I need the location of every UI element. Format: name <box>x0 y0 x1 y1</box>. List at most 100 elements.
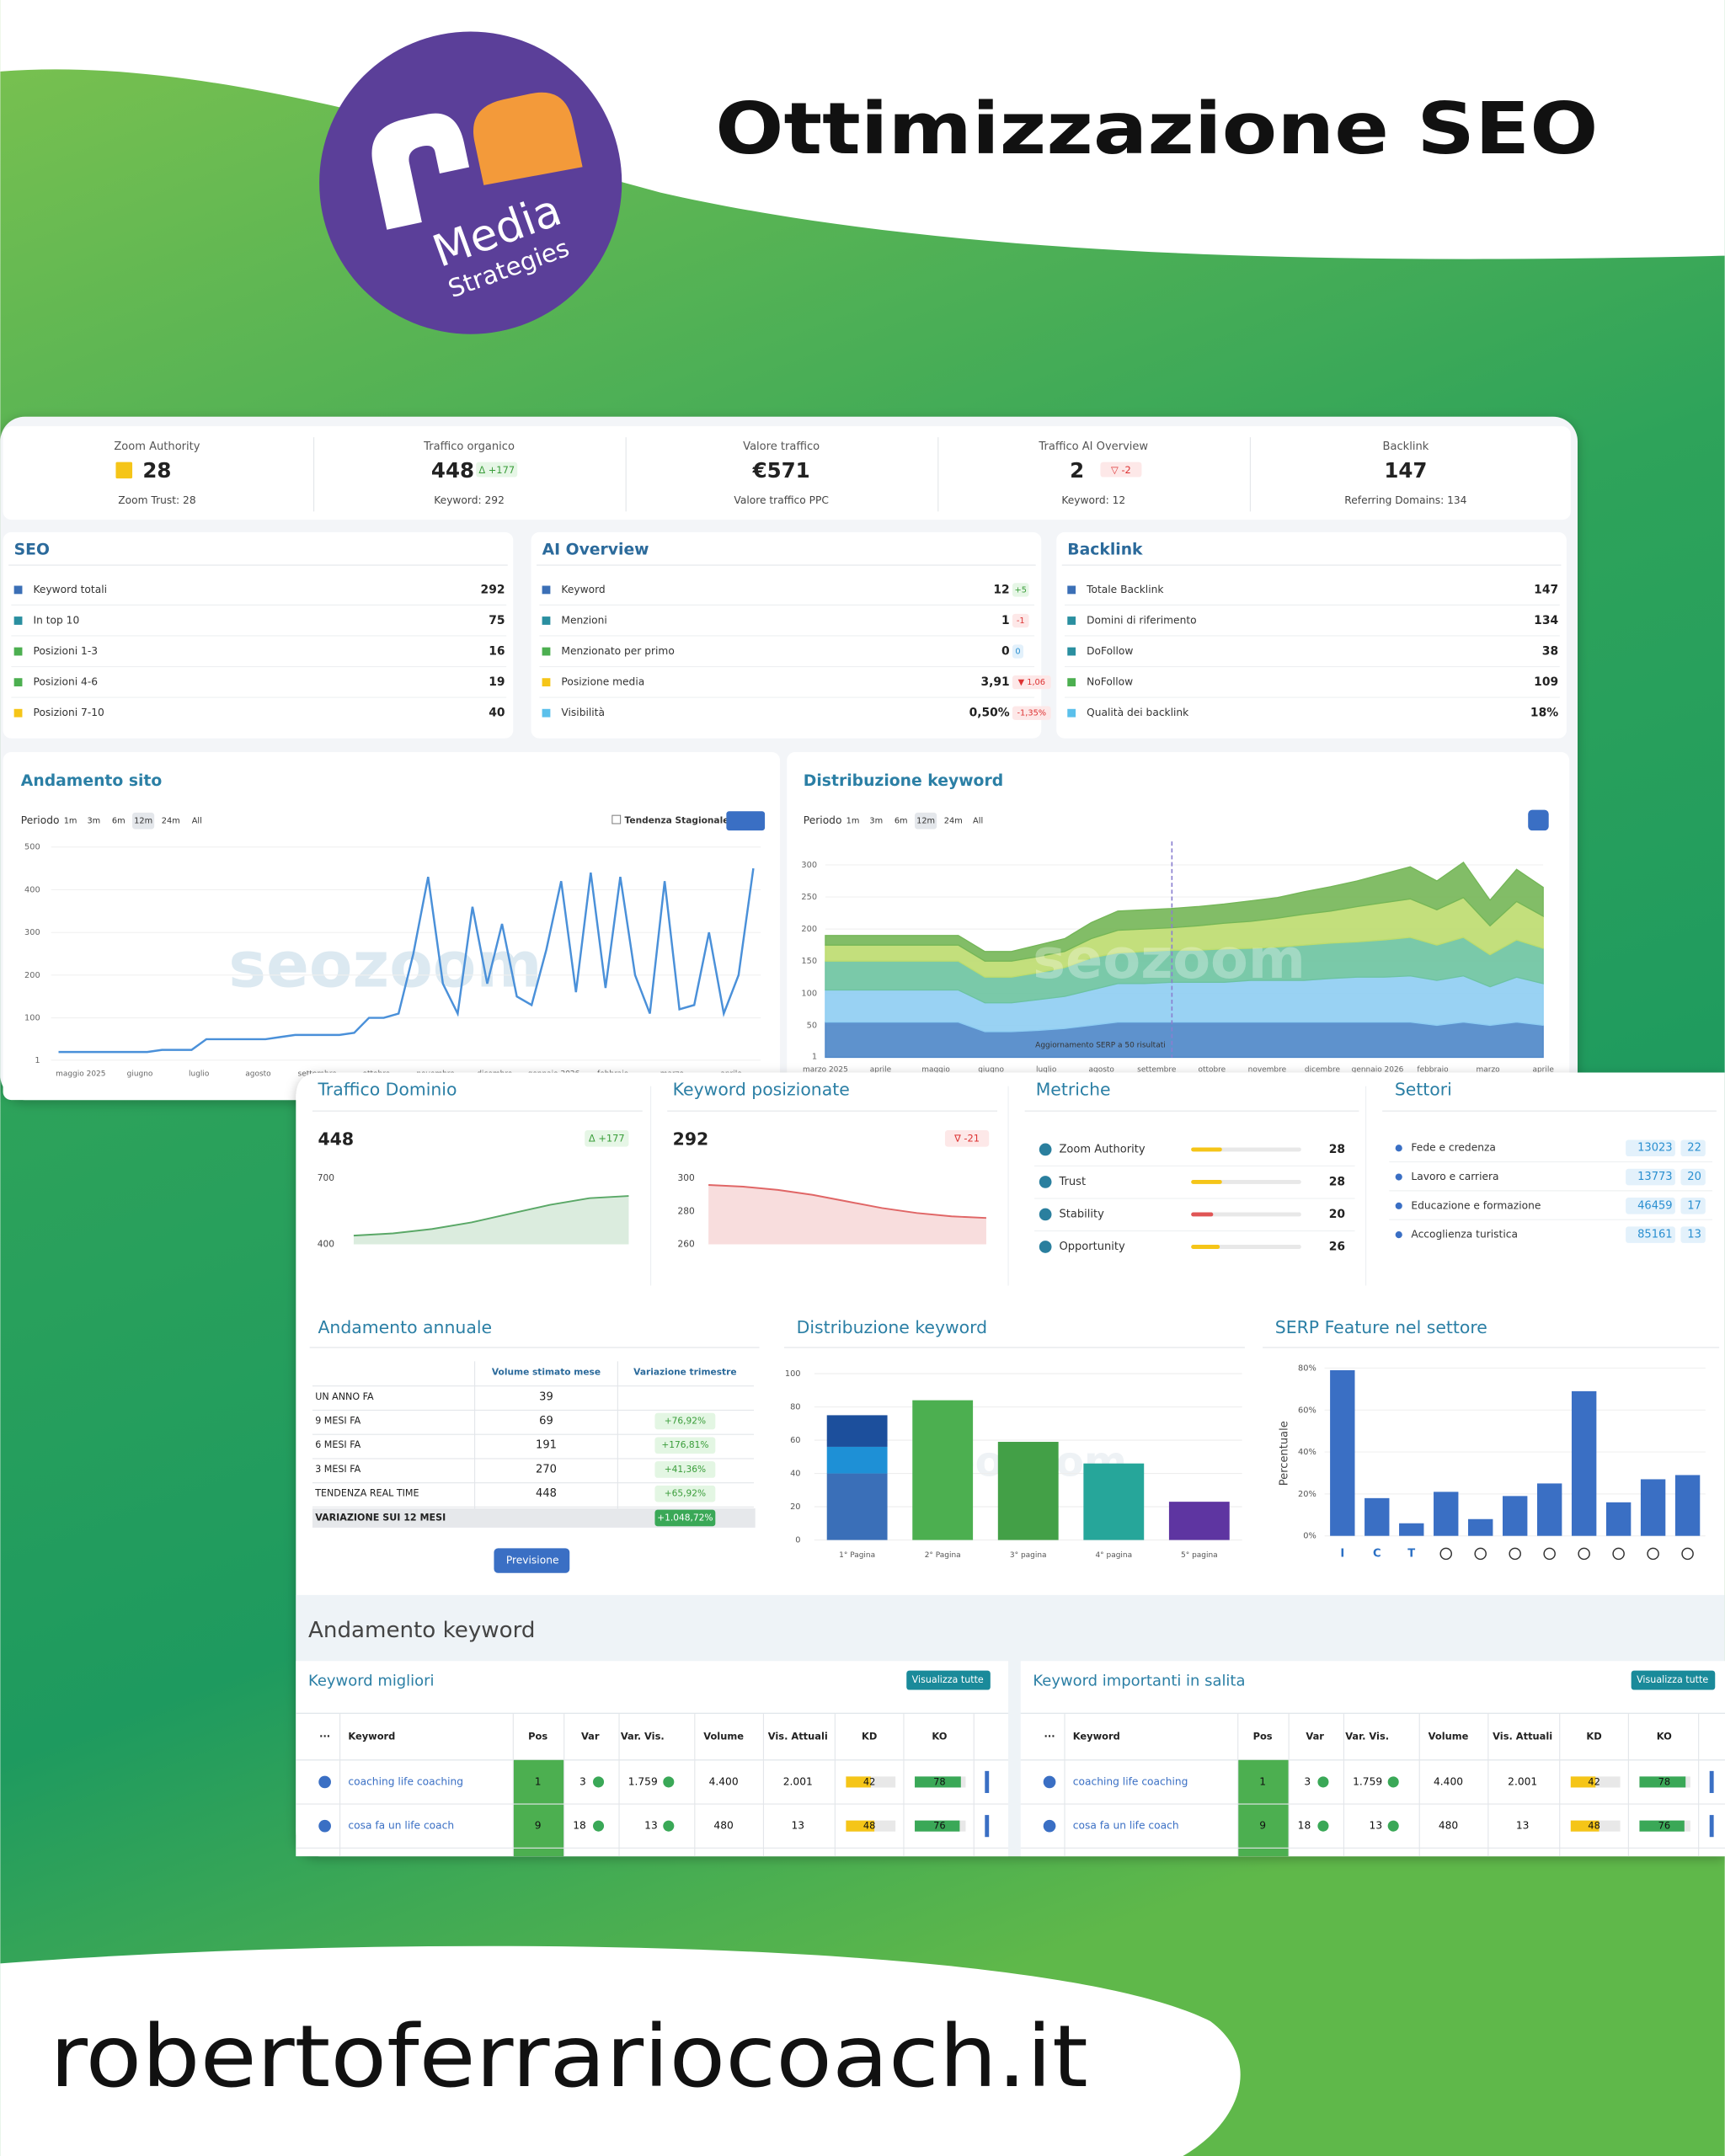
cell: 76 <box>1658 1820 1671 1832</box>
y-tick-label: 20% <box>1298 1490 1316 1499</box>
y-tick-label: 1 <box>812 1053 817 1062</box>
feature-icon <box>1578 1547 1590 1561</box>
annual-label: TENDENZA REAL TIME <box>314 1488 419 1499</box>
scroll-bar <box>985 1770 990 1793</box>
pos-cell <box>513 1759 564 1857</box>
annual-variation: +41,36% <box>665 1464 706 1475</box>
cell: 76 <box>933 1820 946 1832</box>
cell: 1.759 <box>628 1775 658 1787</box>
x-tick-label: maggio 2025 <box>56 1070 105 1079</box>
cell: 1 <box>535 1775 542 1787</box>
kpi-value: €571 <box>752 458 810 483</box>
kd-bar <box>846 1776 871 1788</box>
bullet <box>13 647 23 656</box>
x-tick-label: 5° pagina <box>1181 1551 1218 1560</box>
kpi-label: Zoom Authority <box>114 440 200 453</box>
delta-badge <box>1012 675 1051 690</box>
bullet <box>13 616 23 625</box>
x-tick-label: I <box>1340 1547 1344 1560</box>
annual-variation: +65,92% <box>665 1488 706 1499</box>
area-series <box>825 1021 1544 1059</box>
kpi-value: 147 <box>1384 458 1427 483</box>
x-tick-label: agosto <box>245 1070 270 1079</box>
y-tick-label: 700 <box>318 1172 335 1183</box>
period-button: 3m <box>87 817 100 826</box>
period-button: 6m <box>112 817 126 826</box>
annual-variation: +176,81% <box>661 1439 708 1450</box>
variation-badge <box>654 1485 716 1502</box>
x-tick-label: ottobre <box>1198 1066 1226 1075</box>
y-tick-label: 60% <box>1298 1406 1316 1415</box>
expand-icon[interactable] <box>318 1819 331 1833</box>
y-tick-label: 0% <box>1303 1532 1316 1541</box>
row-value: 40 <box>489 707 505 720</box>
section-title: Distribuzione keyword <box>797 1317 988 1337</box>
annual-volume: 69 <box>539 1415 553 1428</box>
cell: 2.001 <box>783 1775 813 1787</box>
area-line <box>353 1195 629 1237</box>
button <box>906 1670 991 1690</box>
cell: 4.400 <box>1434 1775 1463 1787</box>
feature-icon <box>1612 1547 1625 1561</box>
metric-bar <box>1191 1147 1222 1152</box>
kpi-label: Valore traffico <box>743 440 820 453</box>
bullet <box>542 616 551 625</box>
cell: 42 <box>1588 1775 1600 1787</box>
column-header: KD <box>862 1731 877 1742</box>
expand-icon[interactable] <box>318 1775 331 1789</box>
cell: 13 <box>791 1820 804 1832</box>
bar-segment <box>826 1473 888 1540</box>
annual-label: 6 MESI FA <box>315 1439 360 1450</box>
column-header: Var <box>581 1731 600 1742</box>
period-button: All <box>192 817 202 826</box>
button-label: Visualizza tutte <box>1637 1674 1708 1685</box>
area-line <box>708 1184 986 1219</box>
bar <box>1503 1496 1528 1536</box>
kpi-label: Traffico organico <box>423 440 515 453</box>
kpi-sub: Zoom Trust: 28 <box>118 494 195 506</box>
big-value: 292 <box>673 1129 709 1149</box>
y-tick-label: 80% <box>1298 1364 1316 1373</box>
section-title: Metriche <box>1036 1080 1111 1100</box>
sector-count: 22 <box>1687 1142 1701 1155</box>
metric-bar <box>1191 1245 1220 1249</box>
sector-badge <box>1626 1139 1675 1157</box>
sector-dot <box>1395 1173 1402 1181</box>
bullet <box>13 708 23 718</box>
expand-icon[interactable] <box>1043 1819 1056 1833</box>
bar-segment <box>1168 1502 1230 1540</box>
row-delta: +5 <box>1015 585 1027 595</box>
column-header: Variazione trimestre <box>633 1366 736 1377</box>
bar <box>1536 1483 1562 1536</box>
expand-icon[interactable] <box>1043 1775 1056 1789</box>
sector-badge <box>1680 1139 1706 1157</box>
row-value: 292 <box>481 583 505 596</box>
row-value: 109 <box>1534 675 1558 689</box>
delta-badge <box>1012 613 1029 628</box>
cell: 1 <box>1259 1775 1266 1787</box>
feature-icon <box>1543 1547 1556 1561</box>
row-value: 75 <box>489 614 505 627</box>
x-tick-label: luglio <box>1036 1066 1056 1075</box>
bar-segment <box>912 1400 974 1540</box>
kpi-delta-bg <box>1100 462 1142 478</box>
bar <box>1399 1523 1424 1536</box>
x-tick-label: febbraio <box>1417 1066 1448 1075</box>
column-header: Volume stimato mese <box>492 1366 601 1377</box>
period-button: 1m <box>846 817 860 826</box>
y-tick-label: 1 <box>35 1056 40 1065</box>
row-label: Domini di riferimento <box>1087 614 1197 626</box>
row-label: Posizioni 4-6 <box>34 676 99 688</box>
metric-dot <box>1039 1241 1052 1253</box>
up-icon <box>1317 1776 1329 1788</box>
cell: 18 <box>1298 1820 1311 1832</box>
row-label: Menzioni <box>561 614 606 626</box>
panel-card <box>3 531 514 739</box>
delta-badge <box>1012 583 1029 597</box>
chart-title: Andamento sito <box>21 772 163 790</box>
kpi-icon <box>115 462 133 479</box>
variation-badge <box>654 1461 716 1478</box>
cell: 18 <box>573 1820 586 1832</box>
annual-variation: +1.048,72% <box>657 1512 713 1523</box>
